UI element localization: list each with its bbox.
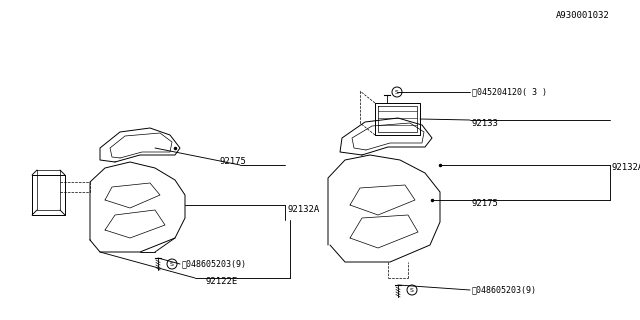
Text: 92132A: 92132A (288, 205, 320, 214)
Text: 92175: 92175 (472, 198, 499, 207)
Text: A930001032: A930001032 (556, 11, 610, 20)
Text: Ⓢ048605203(9): Ⓢ048605203(9) (472, 285, 537, 294)
Text: S: S (395, 90, 399, 94)
Text: Ⓢ048605203(9): Ⓢ048605203(9) (182, 260, 247, 268)
Text: S: S (410, 287, 414, 292)
Text: S: S (170, 261, 174, 267)
Text: 92133: 92133 (472, 118, 499, 127)
Text: 92175: 92175 (220, 157, 247, 166)
Text: 92132A: 92132A (612, 164, 640, 172)
Text: Ⓢ045204120( 3 ): Ⓢ045204120( 3 ) (472, 87, 547, 97)
Text: 92122E: 92122E (205, 276, 237, 285)
